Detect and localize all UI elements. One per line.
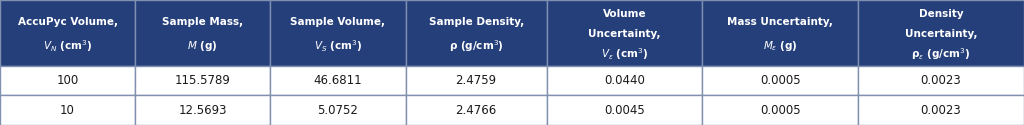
Bar xyxy=(547,66,702,95)
Bar xyxy=(0,95,135,125)
Text: 5.0752: 5.0752 xyxy=(317,104,358,117)
Text: AccuPyc Volume,: AccuPyc Volume, xyxy=(17,17,118,27)
Text: 0.0440: 0.0440 xyxy=(604,74,645,87)
Text: 46.6811: 46.6811 xyxy=(313,74,362,87)
Text: Volume: Volume xyxy=(603,10,646,19)
Bar xyxy=(406,66,547,95)
Text: 0.0045: 0.0045 xyxy=(604,104,645,117)
Text: Mass Uncertainty,: Mass Uncertainty, xyxy=(727,17,834,27)
Bar xyxy=(858,95,1024,125)
Text: 115.5789: 115.5789 xyxy=(175,74,230,87)
Text: $V_N$ (cm$^3$): $V_N$ (cm$^3$) xyxy=(43,38,92,54)
Text: 0.0005: 0.0005 xyxy=(760,104,801,117)
Text: 2.4759: 2.4759 xyxy=(456,74,497,87)
Bar xyxy=(270,0,406,66)
Bar xyxy=(0,0,135,66)
Text: ρ (g/cm$^3$): ρ (g/cm$^3$) xyxy=(449,38,504,54)
Bar xyxy=(135,0,270,66)
Text: Uncertainty,: Uncertainty, xyxy=(589,29,660,39)
Text: Sample Mass,: Sample Mass, xyxy=(162,17,244,27)
Bar xyxy=(858,66,1024,95)
Bar xyxy=(135,95,270,125)
Bar xyxy=(135,66,270,95)
Text: Sample Volume,: Sample Volume, xyxy=(291,17,385,27)
Text: 10: 10 xyxy=(60,104,75,117)
Text: Sample Density,: Sample Density, xyxy=(428,17,524,27)
Bar xyxy=(406,0,547,66)
Bar xyxy=(0,66,135,95)
Bar xyxy=(702,95,858,125)
Text: 0.0005: 0.0005 xyxy=(760,74,801,87)
Text: 0.0023: 0.0023 xyxy=(921,104,962,117)
Bar xyxy=(547,95,702,125)
Text: $M_\varepsilon$ (g): $M_\varepsilon$ (g) xyxy=(763,39,798,53)
Bar xyxy=(702,66,858,95)
Text: 12.5693: 12.5693 xyxy=(178,104,227,117)
Text: Density: Density xyxy=(919,10,964,19)
Bar xyxy=(702,0,858,66)
Text: Uncertainty,: Uncertainty, xyxy=(905,29,977,39)
Text: 0.0023: 0.0023 xyxy=(921,74,962,87)
Bar xyxy=(406,95,547,125)
Text: 100: 100 xyxy=(56,74,79,87)
Bar xyxy=(547,0,702,66)
Text: ρ$_\varepsilon$ (g/cm$^3$): ρ$_\varepsilon$ (g/cm$^3$) xyxy=(911,46,971,62)
Text: $V_\varepsilon$ (cm$^3$): $V_\varepsilon$ (cm$^3$) xyxy=(601,46,648,62)
Text: $M$ (g): $M$ (g) xyxy=(187,39,218,53)
Text: $V_S$ (cm$^3$): $V_S$ (cm$^3$) xyxy=(313,38,362,54)
Bar xyxy=(858,0,1024,66)
Bar xyxy=(270,66,406,95)
Bar xyxy=(270,95,406,125)
Text: 2.4766: 2.4766 xyxy=(456,104,497,117)
